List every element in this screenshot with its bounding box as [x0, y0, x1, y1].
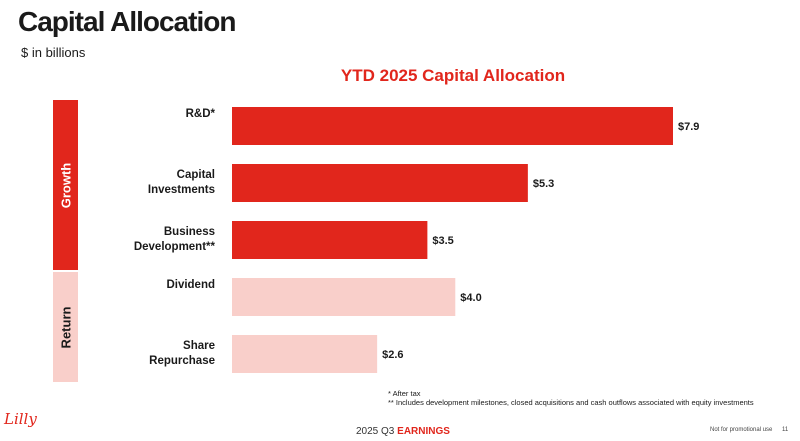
page-title: Capital Allocation [18, 6, 236, 37]
category-label-line: Dividend [166, 278, 215, 291]
category-label-dividend: Dividend [65, 278, 215, 293]
category-label-business-development: Business Development** [65, 225, 215, 255]
growth-group-band: Growth [53, 100, 78, 270]
page-number: 11 [782, 427, 789, 433]
data-label-business-development: $3.5 [432, 235, 453, 247]
category-label-share-repurchase: Share Repurchase [65, 339, 215, 369]
bar-dividend [232, 278, 456, 316]
category-label-line: Share [183, 340, 215, 352]
bar-share-repurchase [232, 335, 378, 373]
bar-capital-investments [232, 164, 528, 202]
data-label-dividend: $4.0 [460, 292, 481, 304]
company-logo: Lilly [4, 410, 37, 428]
bar-r-d [232, 107, 673, 145]
category-label-line: Capital [176, 169, 215, 181]
footnote-business-development: ** Includes development milestones, clos… [388, 398, 754, 407]
page-subtitle: $ in billions [21, 45, 86, 60]
footnote-after-tax: * After tax [388, 389, 421, 398]
category-label-line: Investments [147, 184, 215, 196]
category-label-line: R&D* [185, 107, 215, 120]
category-label-line: Business [163, 226, 215, 238]
data-label-capital-investments: $5.3 [533, 178, 554, 190]
footer-period: 2025 Q3 [356, 426, 395, 437]
bar-business-development [232, 221, 428, 259]
footer-earnings-label: EARNINGS [397, 426, 450, 437]
category-label-line: Development** [133, 241, 215, 253]
category-label-line: Repurchase [149, 355, 215, 367]
return-group-band: Return [53, 272, 78, 382]
data-label-r-d: $7.9 [678, 121, 699, 133]
data-label-share-repurchase: $2.6 [382, 349, 403, 361]
footer-disclaimer: Not for promotional use [710, 427, 773, 433]
category-label-r-d: R&D* [65, 107, 215, 122]
category-label-capital-investments: Capital Investments [65, 168, 215, 198]
chart-title: YTD 2025 Capital Allocation [340, 66, 566, 85]
footer-earnings: 2025 Q3 EARNINGS [356, 426, 450, 437]
